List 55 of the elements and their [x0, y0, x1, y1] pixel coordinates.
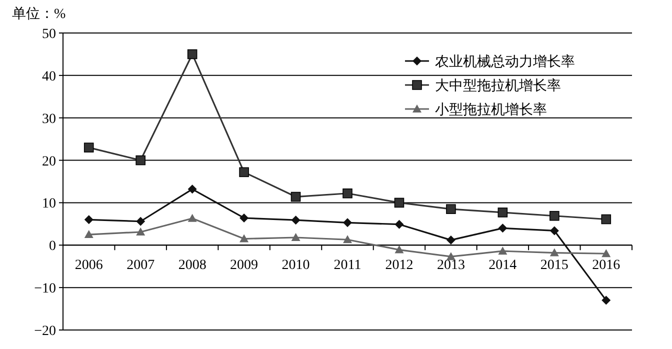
y-tick-label: 0: [49, 239, 56, 254]
x-tick-label: 2013: [436, 258, 465, 274]
point: [84, 215, 94, 224]
point: [446, 236, 456, 245]
point: [550, 210, 560, 221]
point: [343, 235, 352, 244]
point: [84, 230, 94, 238]
point: [290, 192, 301, 202]
x-tick-label: 2009: [230, 258, 258, 274]
x-tick-label: 2006: [74, 258, 103, 274]
point: [342, 188, 352, 198]
y-tick-label: 10: [42, 196, 56, 212]
point: [136, 227, 146, 236]
y-tick-label: 40: [42, 69, 56, 84]
y-tick-label: 50: [42, 27, 56, 42]
point: [240, 213, 249, 222]
point: [187, 49, 198, 60]
point: [394, 245, 404, 254]
point: [394, 220, 404, 229]
point: [188, 184, 197, 194]
point: [239, 167, 249, 178]
x-tick-label: 2010: [282, 258, 310, 274]
x-tick-label: 2011: [334, 258, 362, 274]
y-axis-title: 单位：%: [12, 6, 66, 22]
legend-label: 小型拖拉机增长率: [435, 102, 547, 118]
y-tick-label: 30: [42, 112, 56, 127]
point: [394, 198, 404, 208]
legend-label: 大中型拖拉机增长率: [435, 78, 561, 94]
point: [136, 155, 146, 166]
point: [602, 249, 611, 258]
point: [601, 214, 612, 224]
x-tick-label: 2012: [385, 258, 414, 274]
point: [602, 296, 611, 305]
point: [343, 218, 352, 228]
point: [550, 248, 559, 256]
point: [550, 226, 559, 236]
legend-label: 农业机械总动力增长率: [435, 54, 575, 70]
point: [84, 142, 94, 152]
y-tick-label: −20: [34, 324, 56, 339]
x-tick-label: 2016: [592, 258, 620, 274]
point: [498, 224, 508, 233]
x-tick-label: 2008: [178, 258, 206, 274]
point: [240, 234, 249, 242]
point: [446, 204, 456, 214]
point: [291, 216, 300, 225]
point: [498, 246, 508, 255]
point: [136, 216, 146, 226]
x-tick-label: 2015: [540, 258, 568, 274]
point: [498, 208, 508, 218]
x-tick-label: 2007: [126, 258, 155, 274]
x-tick-label: 2014: [488, 258, 517, 274]
y-tick-label: 20: [42, 154, 56, 170]
point: [188, 214, 197, 222]
point: [291, 233, 300, 242]
y-tick-label: −10: [34, 282, 56, 297]
